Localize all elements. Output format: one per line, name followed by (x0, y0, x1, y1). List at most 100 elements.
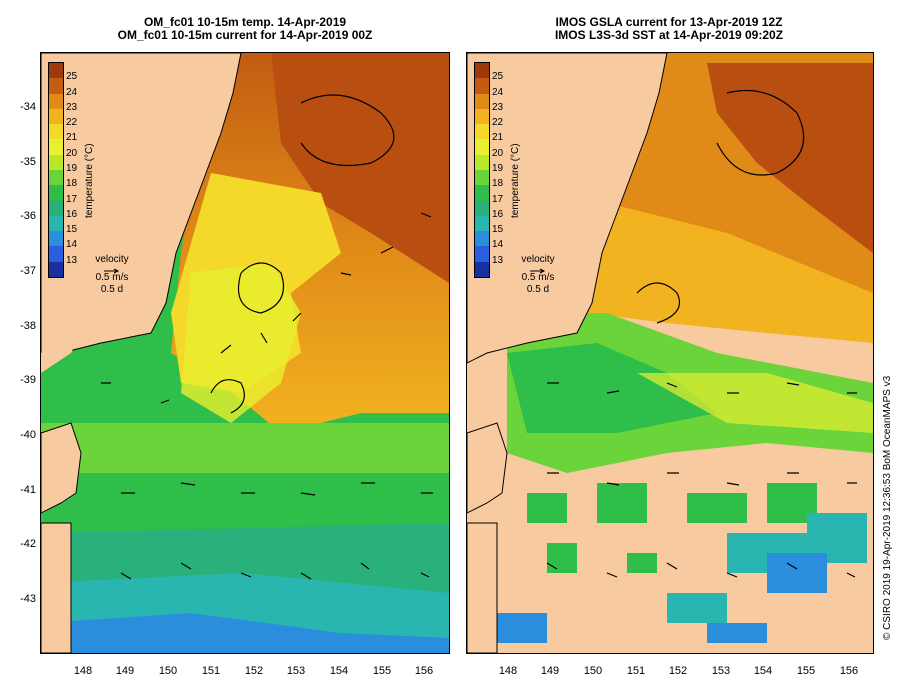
left-colorbar (48, 62, 64, 278)
left-lat-tick: -40 (20, 429, 36, 441)
right-lon-tick: 153 (711, 665, 731, 677)
left-lat-tick: -43 (20, 593, 36, 605)
colorbar-swatch (49, 231, 63, 247)
colorbar-swatch (475, 78, 489, 94)
velocity-speed: 0.5 m/s (521, 272, 555, 283)
left-lon-tick: 150 (158, 665, 178, 677)
right-panel-title: IMOS GSLA current for 13-Apr-2019 12Z IM… (466, 16, 872, 42)
velocity-duration: 0.5 d (526, 284, 550, 295)
colorbar-swatch (49, 200, 63, 216)
colorbar-tick-label: 21 (492, 132, 504, 144)
left-current-vectors (101, 94, 433, 580)
right-lon-tick: 148 (498, 665, 518, 677)
right-colorbar-unit: temperature (°C) (510, 143, 521, 218)
left-lon-tick: 156 (414, 665, 434, 677)
left-lon-tick: 148 (73, 665, 93, 677)
right-current-vectors (546, 89, 857, 578)
left-lon-tick: 151 (201, 665, 221, 677)
colorbar-tick-label: 14 (492, 239, 504, 251)
right-colorbar (474, 62, 490, 278)
colorbar-tick-label: 16 (66, 208, 78, 220)
colorbar-tick-label: 19 (492, 163, 504, 174)
colorbar-tick-label: 13 (66, 254, 78, 266)
colorbar-swatch (49, 63, 63, 79)
colorbar-swatch (475, 231, 489, 247)
right-lon-tick: 154 (753, 665, 773, 677)
colorbar-tick-label: 16 (492, 208, 504, 220)
left-lon-tick: 154 (329, 665, 349, 677)
colorbar-swatch (475, 124, 489, 140)
right-lon-tick: 150 (583, 665, 603, 677)
colorbar-swatch (49, 139, 63, 155)
right-map[interactable] (466, 52, 874, 654)
colorbar-swatch (49, 261, 63, 277)
colorbar-tick-label: 25 (492, 71, 504, 83)
colorbar-tick-label: 13 (492, 254, 504, 266)
colorbar-tick-label: 17 (66, 193, 78, 205)
right-lon-tick: 151 (626, 665, 646, 677)
colorbar-swatch (475, 93, 489, 109)
colorbar-swatch (475, 246, 489, 262)
left-lat-tick: -35 (20, 156, 36, 168)
right-lon-tick: 152 (668, 665, 688, 677)
colorbar-tick-label: 20 (492, 147, 504, 159)
left-lat-tick: -39 (20, 374, 36, 386)
left-lon-tick: 153 (286, 665, 306, 677)
colorbar-swatch (475, 154, 489, 170)
colorbar-swatch (49, 185, 63, 201)
left-lat-tick: -42 (20, 538, 36, 550)
left-colorbar-unit: temperature (°C) (84, 143, 95, 218)
right-map-graphic (467, 53, 873, 653)
colorbar-swatch (49, 108, 63, 125)
right-lon-tick: 155 (796, 665, 816, 677)
colorbar-tick-label: 22 (492, 117, 504, 129)
right-velocity-legend: velocity 0.5 m/s 0.5 d (508, 254, 568, 296)
colorbar-swatch (49, 93, 63, 109)
velocity-speed: 0.5 m/s (95, 272, 129, 283)
right-title-line2: IMOS L3S-3d SST at 14-Apr-2019 09:20Z (554, 28, 784, 42)
colorbar-tick-label: 25 (66, 71, 78, 83)
colorbar-tick-label: 19 (66, 163, 78, 174)
velocity-arrow-icon (508, 266, 568, 274)
left-lat-tick: -37 (20, 265, 36, 277)
left-velocity-legend: velocity 0.5 m/s 0.5 d (82, 254, 142, 296)
colorbar-tick-label: 24 (492, 86, 504, 98)
right-lon-tick: 156 (839, 665, 859, 677)
colorbar-swatch (475, 139, 489, 155)
colorbar-swatch (49, 124, 63, 140)
left-lat-tick: -34 (20, 101, 36, 113)
velocity-title: velocity (95, 254, 129, 265)
colorbar-tick-label: 18 (66, 178, 78, 190)
colorbar-swatch (49, 154, 63, 170)
colorbar-swatch (475, 185, 489, 201)
left-map[interactable] (40, 52, 450, 654)
colorbar-tick-label: 23 (66, 101, 78, 113)
right-lon-tick: 149 (540, 665, 560, 677)
left-title-line2: OM_fc01 10-15m current for 14-Apr-2019 0… (117, 28, 373, 42)
colorbar-swatch (475, 200, 489, 216)
colorbar-tick-label: 18 (492, 178, 504, 190)
left-lat-tick: -38 (20, 320, 36, 332)
colorbar-tick-label: 15 (492, 224, 504, 236)
left-lon-tick: 152 (244, 665, 264, 677)
colorbar-swatch (475, 169, 489, 186)
colorbar-tick-label: 24 (66, 86, 78, 98)
credit-text: © CSIRO 2019 19-Apr-2019 12:36:53 BoM Oc… (882, 375, 893, 640)
colorbar-tick-label: 21 (66, 132, 78, 144)
colorbar-tick-label: 20 (66, 147, 78, 159)
left-lat-tick: -41 (20, 484, 36, 496)
left-map-graphic (41, 53, 449, 653)
left-lon-tick: 155 (372, 665, 392, 677)
colorbar-tick-label: 14 (66, 239, 78, 251)
colorbar-swatch (475, 63, 489, 79)
velocity-duration: 0.5 d (100, 284, 124, 295)
velocity-title: velocity (521, 254, 555, 265)
colorbar-swatch (49, 215, 63, 232)
left-panel-title: OM_fc01 10-15m temp. 14-Apr-2019 OM_fc01… (40, 16, 450, 42)
left-lat-tick: -36 (20, 210, 36, 222)
velocity-arrow-icon (82, 266, 142, 274)
colorbar-tick-label: 17 (492, 193, 504, 205)
colorbar-swatch (475, 215, 489, 232)
colorbar-tick-label: 22 (66, 117, 78, 129)
colorbar-tick-label: 23 (492, 101, 504, 113)
